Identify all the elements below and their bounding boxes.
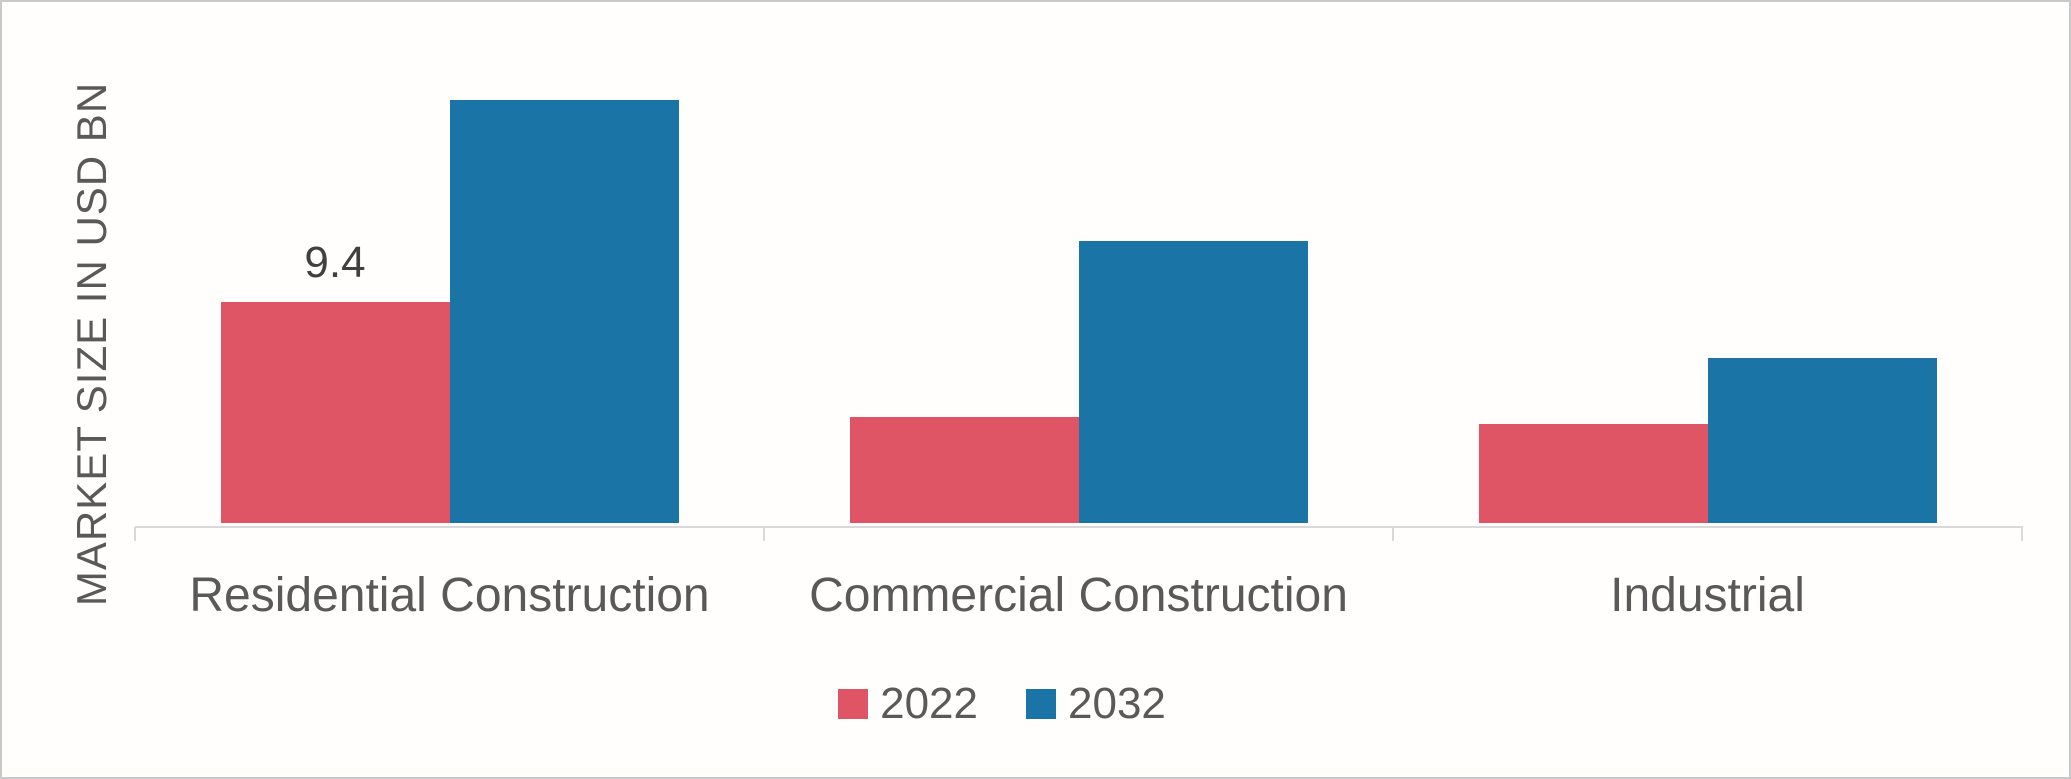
x-axis-tick — [1392, 527, 1394, 541]
bar-2032-0 — [449, 100, 679, 523]
bar-2032-2 — [1707, 358, 1937, 523]
category-label-commercial-construction: Commercial Construction — [809, 569, 1348, 622]
x-axis-line — [135, 526, 2023, 528]
legend-label-2022: 2022 — [880, 679, 978, 728]
legend-swatch-2022-icon — [838, 689, 869, 719]
legend-label-2032: 2032 — [1068, 679, 1166, 728]
bar-2022-2 — [1478, 424, 1708, 523]
legend-item-2032: 2032 — [1026, 682, 1166, 726]
category-label-residential-construction: Residential Construction — [189, 569, 710, 622]
legend: 2022 2032 — [2, 682, 2002, 726]
x-axis-tick — [2021, 527, 2023, 541]
data-label-residential-2022: 9.4 — [304, 238, 366, 287]
legend-item-2022: 2022 — [838, 682, 978, 726]
x-axis-tick — [763, 527, 765, 541]
bar-2022-1 — [849, 417, 1079, 523]
bar-2032-1 — [1078, 241, 1308, 523]
legend-swatch-2032-icon — [1026, 689, 1056, 719]
category-label-industrial: Industrial — [1610, 569, 1805, 622]
bar-2022-0 — [220, 302, 450, 523]
x-axis-tick — [134, 527, 136, 541]
